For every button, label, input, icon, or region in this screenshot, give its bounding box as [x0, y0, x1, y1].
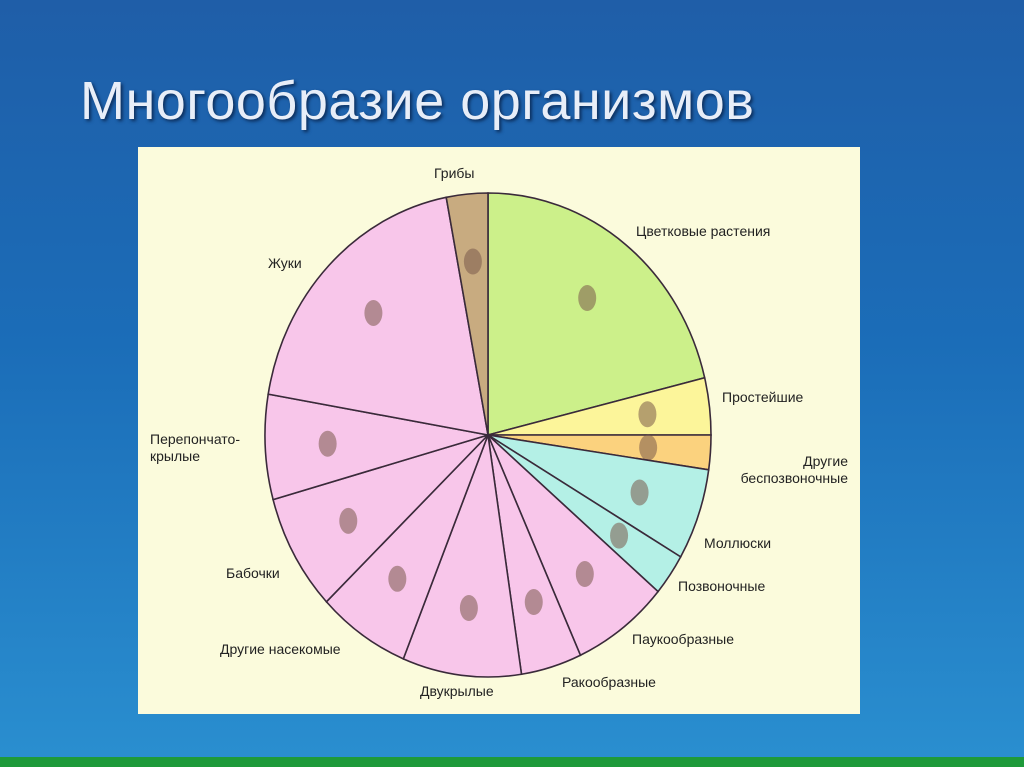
label-hymenoptera: Перепончато- крылые	[150, 431, 240, 464]
organism-icon	[610, 522, 629, 549]
bottom-bar	[0, 757, 1024, 767]
pie-slice	[264, 393, 489, 501]
label-butterflies: Бабочки	[226, 565, 280, 581]
organism-icon	[575, 561, 594, 588]
label-arachnids: Паукообразные	[632, 631, 734, 647]
organism-icon	[364, 299, 383, 326]
organism-icon	[578, 284, 597, 311]
chart-panel: Цветковые растения Простейшие Другие бес…	[138, 147, 860, 714]
organism-icon	[630, 479, 649, 506]
organism-icon	[524, 589, 543, 616]
pie-chart	[264, 192, 712, 678]
label-other-invertebrates: Другие беспозвоночные	[740, 453, 848, 486]
label-beetles: Жуки	[268, 255, 302, 271]
label-mollusks: Моллюски	[704, 535, 772, 551]
organism-icon	[463, 248, 482, 275]
pie-slice	[272, 433, 491, 603]
organism-icon	[318, 430, 337, 457]
label-other-insects: Другие насекомые	[220, 641, 341, 657]
organism-icon	[639, 434, 658, 461]
slide-title: Многообразие организмов	[80, 71, 755, 131]
pie-slice	[487, 192, 706, 437]
pie-slice	[487, 434, 660, 657]
label-crustaceans: Ракообразные	[562, 674, 656, 690]
label-vertebrates: Позвоночные	[678, 578, 766, 594]
organism-icon	[388, 565, 407, 592]
organism-icon	[459, 594, 478, 621]
organism-icon	[339, 507, 358, 534]
organism-icon	[638, 401, 657, 428]
label-flowering-plants: Цветковые растения	[636, 223, 771, 239]
label-fungi: Грибы	[434, 165, 475, 181]
label-diptera: Двукрылые	[420, 683, 494, 699]
pie-slice	[402, 434, 523, 678]
label-protists: Простейшие	[722, 389, 804, 405]
